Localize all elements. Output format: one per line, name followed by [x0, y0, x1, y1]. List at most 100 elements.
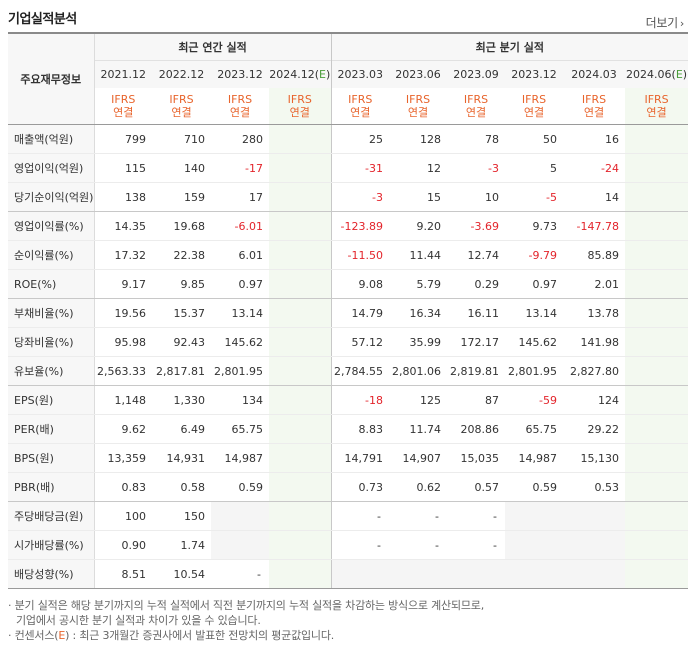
value-cell: 9.62 — [94, 414, 152, 444]
row-label[interactable]: 주당배당금(원) — [8, 501, 95, 531]
value-cell: 19.68 — [152, 211, 211, 241]
more-link[interactable]: 더보기 › — [646, 14, 685, 31]
value-cell: 134 — [211, 385, 269, 415]
period-header: 2023.12 — [211, 60, 269, 88]
accounting-standard: IFRS 연결 — [269, 88, 332, 125]
period-header: 2024.03 — [563, 60, 626, 88]
value-cell: 9.85 — [152, 269, 211, 299]
value-cell: -3 — [447, 153, 506, 183]
value-cell: 0.97 — [505, 269, 564, 299]
value-cell — [269, 414, 332, 444]
value-cell — [625, 182, 689, 212]
value-cell — [389, 559, 448, 589]
value-cell: 17 — [211, 182, 269, 212]
period-header: 2023.09 — [447, 60, 506, 88]
value-cell — [269, 327, 332, 357]
value-cell: 14.79 — [330, 298, 390, 328]
value-cell: 14,791 — [330, 443, 390, 473]
value-cell: 150 — [152, 501, 211, 531]
value-cell — [269, 124, 332, 154]
value-cell: -6.01 — [211, 211, 269, 241]
row-label[interactable]: 당기순이익(억원) — [8, 182, 95, 212]
row-label[interactable]: EPS(원) — [8, 385, 95, 415]
value-cell: 159 — [152, 182, 211, 212]
value-cell: 11.74 — [389, 414, 448, 444]
value-cell: 95.98 — [94, 327, 152, 357]
value-cell: 140 — [152, 153, 211, 183]
value-cell: 12.74 — [447, 240, 506, 270]
value-cell — [269, 472, 332, 502]
value-cell: 1,148 — [94, 385, 152, 415]
annual-group-header: 최근 연간 실적 — [94, 32, 332, 61]
value-cell — [505, 530, 564, 560]
value-cell — [563, 530, 626, 560]
accounting-standard: IFRS 연결 — [94, 88, 152, 125]
value-cell: 0.58 — [152, 472, 211, 502]
value-cell: 0.73 — [330, 472, 390, 502]
value-cell: 65.75 — [211, 414, 269, 444]
footnote-2: · 컨센서스(E) : 최근 3개월간 증권사에서 발표한 전망치의 평균값입니… — [8, 629, 335, 642]
value-cell: 16.11 — [447, 298, 506, 328]
row-label[interactable]: 매출액(억원) — [8, 124, 95, 154]
period-header: 2024.06(E) — [625, 60, 689, 88]
value-cell: 100 — [94, 501, 152, 531]
accounting-standard: IFRS 연결 — [505, 88, 564, 125]
accounting-standard: IFRS 연결 — [447, 88, 506, 125]
value-cell: 145.62 — [505, 327, 564, 357]
table-row: 영업이익(억원) 115 140 -17 -31 12 -3 5 -24 — [8, 153, 689, 183]
row-label[interactable]: 유보율(%) — [8, 356, 95, 386]
value-cell — [269, 298, 332, 328]
row-label[interactable]: 시가배당률(%) — [8, 530, 95, 560]
row-label[interactable]: PER(배) — [8, 414, 95, 444]
row-label[interactable]: 영업이익률(%) — [8, 211, 95, 241]
value-cell: -123.89 — [330, 211, 390, 241]
value-cell — [505, 501, 564, 531]
table-row: PBR(배) 0.83 0.58 0.59 0.73 0.62 0.57 0.59 0.53 — [8, 472, 689, 502]
row-label[interactable]: 순이익률(%) — [8, 240, 95, 270]
period-header: 2024.12(E) — [269, 60, 332, 88]
value-cell — [269, 530, 332, 560]
value-cell: 13.78 — [563, 298, 626, 328]
value-cell: 10 — [447, 182, 506, 212]
value-cell: 208.86 — [447, 414, 506, 444]
value-cell: -147.78 — [563, 211, 626, 241]
value-cell: 14,987 — [505, 443, 564, 473]
value-cell: 0.83 — [94, 472, 152, 502]
value-cell: 138 — [94, 182, 152, 212]
value-cell: 145.62 — [211, 327, 269, 357]
value-cell: 2,827.80 — [563, 356, 626, 386]
value-cell — [505, 559, 564, 589]
value-cell: 9.08 — [330, 269, 390, 299]
row-label[interactable]: BPS(원) — [8, 443, 95, 473]
row-label[interactable]: PBR(배) — [8, 472, 95, 502]
value-cell: 14.35 — [94, 211, 152, 241]
value-cell: 85.89 — [563, 240, 626, 270]
footnotes: · 분기 실적은 해당 분기까지의 누적 실적에서 직전 분기까지의 누적 실적… — [8, 598, 484, 643]
value-cell: 14,907 — [389, 443, 448, 473]
value-cell: 9.20 — [389, 211, 448, 241]
row-label[interactable]: 당좌비율(%) — [8, 327, 95, 357]
value-cell: 0.57 — [447, 472, 506, 502]
row-label[interactable]: 배당성향(%) — [8, 559, 95, 589]
period-header: 2023.06 — [389, 60, 448, 88]
row-label[interactable]: 부채비율(%) — [8, 298, 95, 328]
value-cell: 35.99 — [389, 327, 448, 357]
table-row: 매출액(억원) 799 710 280 25 128 78 50 16 — [8, 124, 689, 154]
row-label[interactable]: 영업이익(억원) — [8, 153, 95, 183]
row-label[interactable]: ROE(%) — [8, 269, 95, 299]
value-cell: -18 — [330, 385, 390, 415]
footnote-1-cont: 기업에서 공시한 분기 실적과 차이가 있을 수 있습니다. — [16, 614, 261, 627]
value-cell: 16.34 — [389, 298, 448, 328]
value-cell: 2,801.95 — [505, 356, 564, 386]
value-cell: 14 — [563, 182, 626, 212]
value-cell: 13.14 — [505, 298, 564, 328]
table-row: ROE(%) 9.17 9.85 0.97 9.08 5.79 0.29 0.97 2.01 — [8, 269, 689, 299]
value-cell: 0.59 — [505, 472, 564, 502]
value-cell: 710 — [152, 124, 211, 154]
value-cell — [625, 298, 689, 328]
value-cell: -59 — [505, 385, 564, 415]
value-cell: 15.37 — [152, 298, 211, 328]
value-cell — [330, 559, 390, 589]
value-cell: 11.44 — [389, 240, 448, 270]
value-cell: 57.12 — [330, 327, 390, 357]
